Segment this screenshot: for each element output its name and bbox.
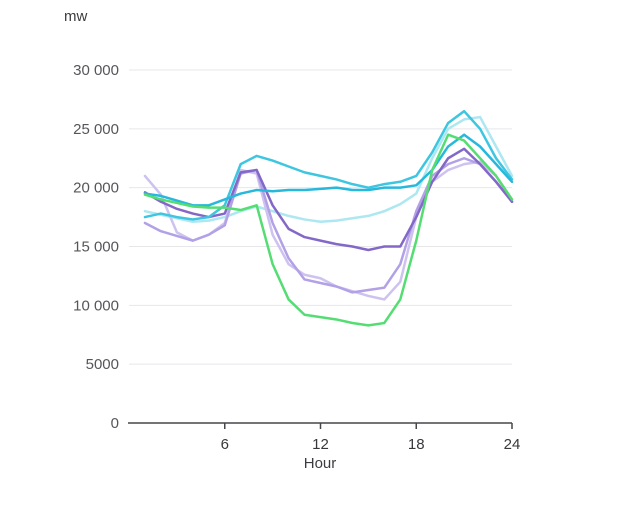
series-light-lavender	[143, 160, 514, 301]
series-purple	[143, 147, 514, 252]
series-pale-cyan	[143, 115, 514, 224]
y-tick-label: 0	[111, 415, 119, 432]
series-green	[143, 133, 514, 327]
x-tick-label: 18	[408, 436, 425, 453]
series-lavender	[143, 157, 514, 294]
y-tick-label: 30 000	[73, 62, 119, 79]
x-tick-label: 24	[504, 436, 521, 453]
y-tick-label: 20 000	[73, 180, 119, 197]
y-tick-label: 15 000	[73, 239, 119, 256]
y-axis-unit-label: mw	[64, 8, 88, 25]
x-tick-label: 6	[221, 436, 229, 453]
series-cyan	[143, 133, 514, 207]
x-axis-title: Hour	[303, 455, 337, 472]
x-tick-label: 12	[312, 436, 329, 453]
y-tick-label: 10 000	[73, 297, 119, 314]
y-tick-label: 5000	[86, 356, 119, 373]
y-tick-label: 25 000	[73, 121, 119, 138]
series-teal	[143, 109, 514, 221]
